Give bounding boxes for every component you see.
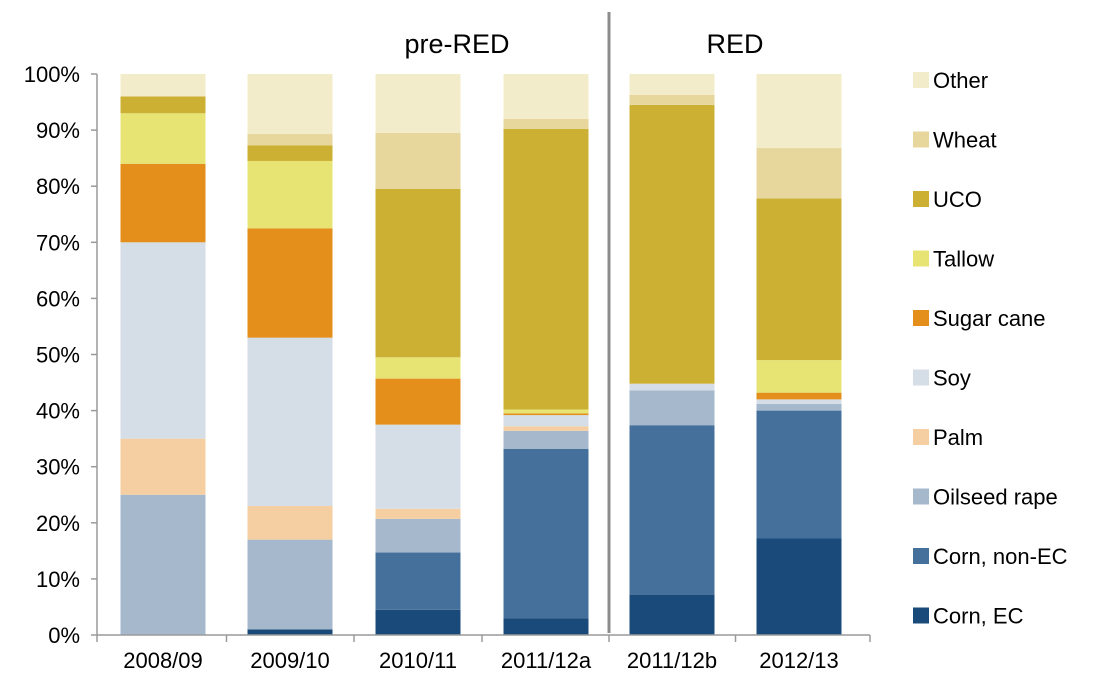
y-tick-label: 30%: [36, 455, 80, 480]
bar-segment-oilseed-rape-2009-10: [247, 539, 333, 630]
legend-label-soy: Soy: [933, 366, 971, 391]
bar-segment-uco-2011-12a: [503, 128, 589, 410]
legend-swatch-corn-non-ec: [913, 548, 929, 564]
bar-segment-tallow-2010-11: [375, 357, 461, 379]
bar-segment-uco-2012-13: [756, 198, 842, 361]
legend-label-corn-non-ec: Corn, non-EC: [933, 544, 1068, 569]
legend-swatch-palm: [913, 429, 929, 445]
bar-segment-uco-2009-10: [247, 145, 333, 161]
bar-segment-sugar-cane-2009-10: [247, 228, 333, 338]
bar-segment-tallow-2011-12a: [503, 409, 589, 414]
legend-label-tallow: Tallow: [933, 247, 994, 272]
x-tick-label: 2009/10: [250, 648, 330, 673]
bar-segment-oilseed-rape-2011-12b: [629, 390, 715, 426]
y-tick-label: 90%: [36, 118, 80, 143]
bar-segment-sugar-cane-2012-13: [756, 392, 842, 400]
bar-segment-corn-ec-2011-12a: [503, 618, 589, 635]
bar-segment-corn-ec-2012-13: [756, 538, 842, 635]
group-label: RED: [706, 29, 763, 59]
bar-segment-corn-ec-2009-10: [247, 629, 333, 635]
y-tick-label: 40%: [36, 399, 80, 424]
bar-segment-sugar-cane-2010-11: [375, 378, 461, 425]
bar-segment-wheat-2010-11: [375, 132, 461, 190]
bar-segment-other-2012-13: [756, 74, 842, 149]
bar-segment-corn-non-ec-2011-12b: [629, 425, 715, 595]
legend-label-corn-ec: Corn, EC: [933, 604, 1024, 629]
bars-layer: [120, 74, 842, 635]
y-tick-label: 100%: [24, 62, 80, 87]
bar-segment-palm-2011-12a: [503, 426, 589, 431]
legend-label-sugar-cane: Sugar cane: [933, 306, 1046, 331]
y-tick-label: 50%: [36, 343, 80, 368]
bar-segment-wheat-2009-10: [247, 134, 333, 146]
axis-layer: [91, 12, 871, 642]
bar-segment-oilseed-rape-2012-13: [756, 403, 842, 411]
bar-segment-uco-2010-11: [375, 189, 461, 358]
legend-swatch-oilseed-rape: [913, 488, 929, 505]
bar-segment-other-2010-11: [375, 74, 461, 133]
bar-segment-corn-ec-2010-11: [375, 609, 461, 635]
bar-segment-tallow-2009-10: [247, 160, 333, 229]
bar-segment-soy-2009-10: [247, 337, 333, 506]
bar-segment-tallow-2008-09: [120, 113, 206, 164]
x-tick-label: 2011/12a: [501, 648, 592, 673]
bar-segment-tallow-2012-13: [756, 360, 842, 393]
x-tick-label: 2008/09: [123, 648, 203, 673]
bar-segment-uco-2011-12b: [629, 104, 715, 384]
legend-swatch-corn-ec: [913, 607, 929, 624]
bar-segment-soy-2012-13: [756, 399, 842, 404]
bar-segment-uco-2008-09: [120, 96, 206, 114]
bar-segment-wheat-2011-12a: [503, 118, 589, 129]
group-label: pre-RED: [404, 29, 509, 59]
bar-segment-other-2008-09: [120, 74, 206, 97]
bar-segment-palm-2009-10: [247, 505, 333, 540]
bar-segment-corn-non-ec-2010-11: [375, 552, 461, 610]
bar-segment-oilseed-rape-2010-11: [375, 518, 461, 553]
bar-segment-wheat-2011-12b: [629, 94, 715, 105]
y-tick-label: 0%: [48, 623, 80, 648]
legend-label-oilseed-rape: Oilseed rape: [933, 485, 1058, 510]
legend-label-uco: UCO: [933, 187, 982, 212]
x-tick-label: 2012/13: [759, 648, 839, 673]
bar-segment-other-2011-12a: [503, 74, 589, 119]
y-tick-label: 20%: [36, 511, 80, 536]
legend-swatch-soy: [913, 369, 929, 386]
legend-label-other: Other: [933, 68, 988, 93]
bar-segment-corn-ec-2011-12b: [629, 594, 715, 635]
legend-swatch-sugar-cane: [913, 310, 929, 326]
bar-segment-other-2009-10: [247, 74, 333, 135]
legend-swatch-other: [913, 72, 929, 88]
bar-segment-other-2011-12b: [629, 74, 715, 95]
x-tick-label: 2011/12b: [627, 648, 717, 673]
labels-layer: 0% 10% 20% 30% 40% 50% 60% 70% 80% 90% 100% 2008/09…: [24, 29, 839, 673]
bar-segment-sugar-cane-2011-12a: [503, 413, 589, 416]
bar-segment-corn-non-ec-2011-12a: [503, 448, 589, 619]
legend-swatch-uco: [913, 191, 929, 207]
bar-segment-soy-2010-11: [375, 424, 461, 509]
legend: Other Wheat UCO Tallow Sugar cane Soy Palm Oils…: [913, 68, 1068, 629]
bar-segment-oilseed-rape-2008-09: [120, 494, 206, 635]
bar-segment-sugar-cane-2008-09: [120, 163, 206, 243]
legend-swatch-tallow: [913, 250, 929, 267]
bar-segment-soy-2011-12a: [503, 415, 589, 427]
legend-label-palm: Palm: [933, 425, 983, 450]
bar-segment-corn-non-ec-2012-13: [756, 410, 842, 539]
bar-segment-soy-2011-12b: [629, 383, 715, 391]
y-tick-label: 80%: [36, 174, 80, 199]
bar-segment-palm-2008-09: [120, 438, 206, 495]
bar-segment-soy-2008-09: [120, 242, 206, 439]
y-tick-label: 60%: [36, 286, 80, 311]
bar-segment-wheat-2012-13: [756, 148, 842, 199]
bar-segment-oilseed-rape-2011-12a: [503, 430, 589, 449]
bar-segment-palm-2010-11: [375, 508, 461, 519]
y-tick-label: 10%: [36, 567, 80, 592]
legend-swatch-wheat: [913, 131, 929, 148]
x-tick-label: 2010/11: [379, 648, 457, 673]
y-tick-label: 70%: [36, 230, 80, 255]
legend-label-wheat: Wheat: [933, 128, 997, 153]
